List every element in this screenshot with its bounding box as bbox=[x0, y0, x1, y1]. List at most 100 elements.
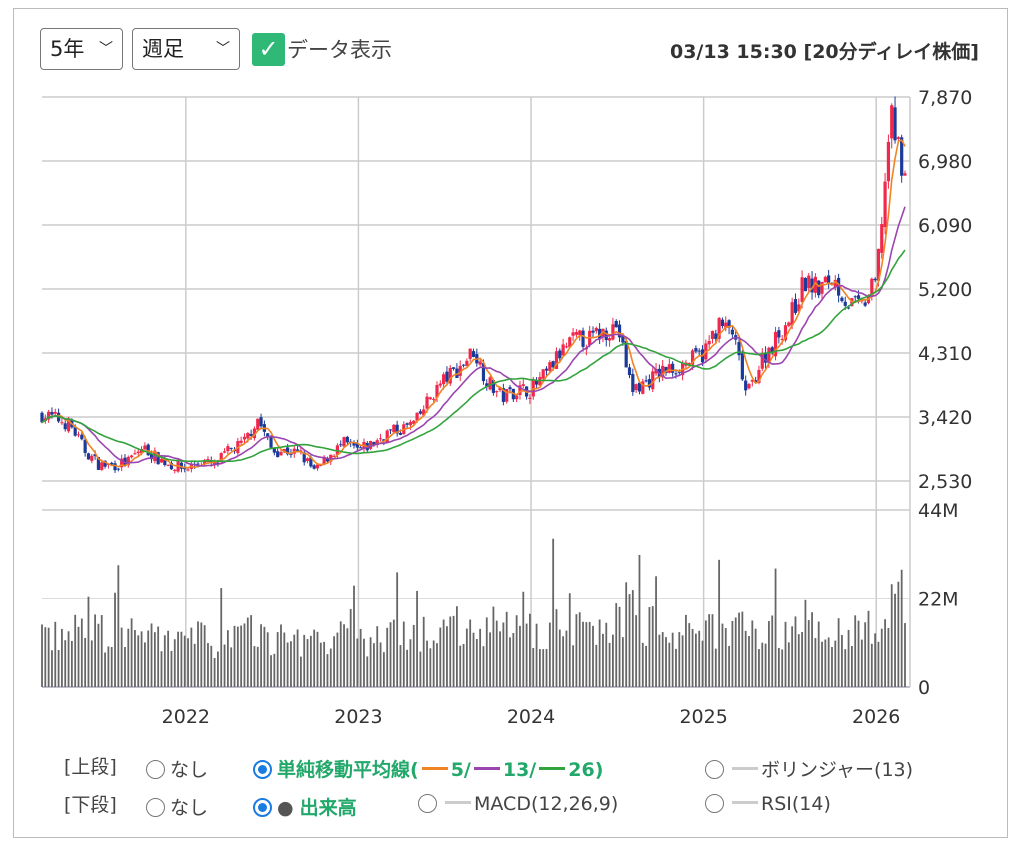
candle bbox=[156, 452, 160, 465]
candle bbox=[807, 275, 811, 288]
lower-none-option[interactable]: なし bbox=[146, 793, 208, 820]
volume-bar bbox=[558, 629, 561, 687]
year-tick-label: 2024 bbox=[507, 706, 555, 728]
volume-bar bbox=[140, 631, 143, 687]
candle bbox=[272, 448, 276, 453]
lower-rsi-option[interactable]: RSI(14) bbox=[705, 793, 831, 815]
volume-tick-label: 44M bbox=[918, 500, 959, 522]
volume-bar bbox=[389, 622, 392, 687]
volume-bar bbox=[761, 642, 764, 687]
volume-bar bbox=[70, 640, 73, 687]
volume-bar bbox=[724, 628, 727, 687]
volume-bar bbox=[791, 626, 794, 687]
volume-bar bbox=[728, 645, 730, 687]
candle bbox=[760, 353, 764, 369]
candle bbox=[226, 446, 230, 452]
volume-bar bbox=[217, 651, 219, 687]
volume-bar bbox=[701, 640, 704, 687]
lower-macd-option[interactable]: MACD(12,26,9) bbox=[418, 793, 618, 815]
candle bbox=[163, 459, 167, 465]
candle bbox=[352, 442, 356, 446]
volume-bar bbox=[343, 624, 345, 687]
candle bbox=[252, 428, 257, 439]
volume-bar bbox=[51, 650, 53, 687]
volume-bar bbox=[548, 622, 551, 687]
volume-bar bbox=[588, 621, 591, 687]
option-label: なし bbox=[170, 797, 209, 819]
candle bbox=[667, 364, 671, 373]
candle bbox=[222, 451, 227, 453]
candle bbox=[249, 433, 253, 436]
volume-bar bbox=[598, 619, 601, 687]
upper-none-option[interactable]: なし bbox=[146, 755, 208, 782]
candle bbox=[694, 348, 698, 352]
candle bbox=[50, 411, 54, 415]
candle bbox=[375, 440, 379, 445]
radio-icon bbox=[705, 760, 724, 779]
candle bbox=[388, 429, 393, 431]
candle bbox=[418, 411, 422, 414]
candle bbox=[740, 353, 744, 380]
volume-bar bbox=[509, 637, 511, 687]
volume-bar bbox=[64, 640, 67, 687]
candle bbox=[405, 423, 409, 425]
volume-bar bbox=[266, 632, 269, 687]
candle bbox=[677, 371, 681, 373]
ma5-line bbox=[41, 139, 906, 469]
volume-bar bbox=[555, 609, 558, 687]
volume-bar bbox=[698, 630, 701, 687]
volume-bar bbox=[731, 620, 734, 687]
candle bbox=[690, 350, 695, 365]
volume-bar bbox=[612, 634, 614, 687]
candle bbox=[664, 366, 668, 373]
candle bbox=[481, 363, 486, 382]
upper-bollinger-option[interactable]: ボリンジャー(13) bbox=[705, 755, 913, 782]
show-data-checkbox[interactable]: ✓ bbox=[252, 33, 285, 66]
volume-bar bbox=[270, 655, 272, 687]
volume-bar bbox=[446, 626, 448, 687]
volume-bar bbox=[392, 619, 395, 687]
volume-bar bbox=[847, 629, 850, 687]
period-select[interactable]: 5年 ﹀ bbox=[40, 28, 123, 70]
volume-bar bbox=[100, 615, 103, 687]
candle bbox=[515, 395, 519, 400]
candle bbox=[823, 276, 827, 283]
volume-bar bbox=[751, 620, 754, 687]
candle bbox=[83, 439, 87, 453]
candle bbox=[428, 397, 432, 400]
ma13-swatch bbox=[473, 767, 500, 770]
candle bbox=[578, 330, 582, 336]
volume-bar bbox=[605, 622, 608, 687]
volume-bar bbox=[290, 641, 292, 687]
interval-select[interactable]: 週足 ﹀ bbox=[132, 28, 240, 70]
volume-bar bbox=[240, 625, 243, 687]
volume-bar bbox=[671, 632, 674, 687]
sma13-label: 13/ bbox=[502, 759, 537, 781]
candle bbox=[548, 362, 552, 371]
volume-bar bbox=[515, 615, 518, 687]
volume-bar bbox=[84, 637, 87, 687]
volume-bar bbox=[379, 642, 382, 687]
volume-bar bbox=[143, 642, 146, 687]
candle bbox=[242, 436, 247, 440]
volume-bar bbox=[519, 625, 521, 687]
option-label: ボリンジャー(13) bbox=[761, 759, 914, 781]
volume-bar bbox=[47, 627, 50, 687]
lower-volume-option[interactable]: ● 出来高 bbox=[253, 793, 357, 820]
volume-bar bbox=[641, 642, 644, 687]
volume-bar bbox=[655, 576, 657, 687]
candle bbox=[541, 369, 545, 379]
upper-sma-option[interactable]: 単純移動平均線(5/13/26) bbox=[253, 755, 603, 782]
volume-bar bbox=[97, 623, 100, 687]
volume-bar bbox=[887, 628, 890, 687]
show-data-label[interactable]: データ表示 bbox=[287, 38, 392, 62]
volume-bar bbox=[758, 649, 760, 687]
volume-bar bbox=[399, 645, 402, 687]
volume-bar bbox=[582, 621, 584, 687]
volume-bar bbox=[704, 620, 707, 687]
volume-bar bbox=[814, 638, 817, 687]
candle bbox=[392, 424, 396, 433]
candle bbox=[793, 299, 798, 313]
volume-bar bbox=[57, 650, 60, 687]
volume-bar bbox=[130, 618, 133, 687]
